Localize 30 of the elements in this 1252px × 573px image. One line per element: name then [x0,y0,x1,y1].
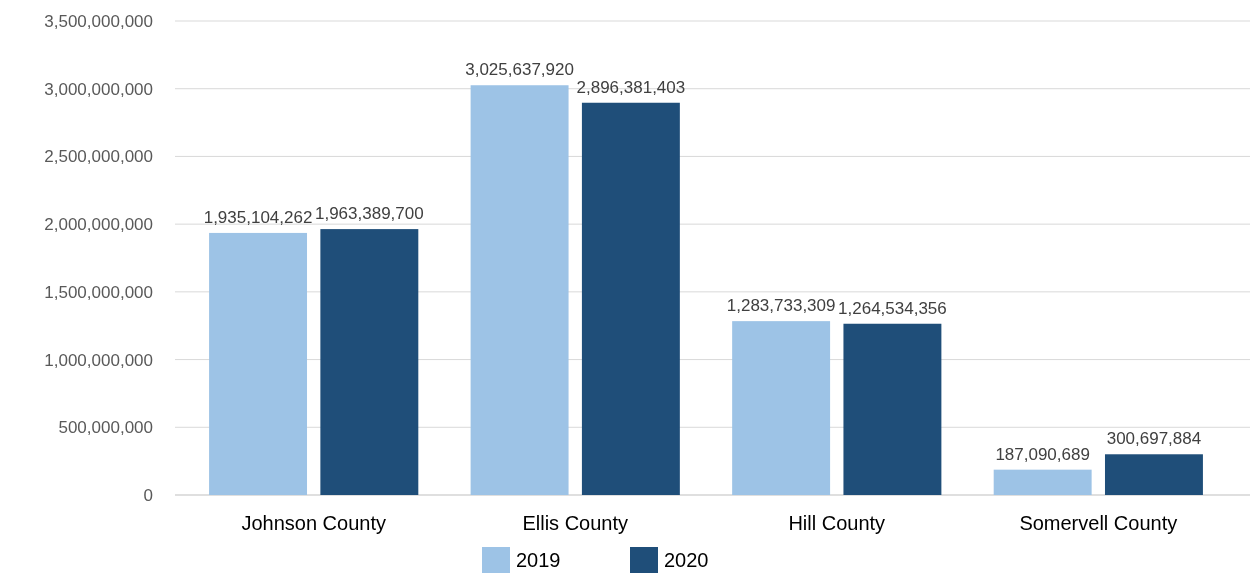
legend-label: 2020 [664,549,709,571]
legend-label: 2019 [516,549,561,571]
bar [470,85,569,495]
x-tick-label: Johnson County [241,512,386,534]
data-label: 1,283,733,309 [726,296,836,316]
y-tick-label: 1,500,000,000 [44,282,153,302]
bar [993,469,1092,495]
data-label: 1,264,534,356 [838,298,947,318]
data-label: 3,025,637,920 [465,60,574,80]
data-label: 2,896,381,403 [576,77,686,97]
data-label: 187,090,689 [995,444,1090,464]
y-tick-label: 1,000,000,000 [44,350,153,370]
y-tick-label: 0 [143,485,153,505]
y-tick-label: 500,000,000 [58,418,153,438]
bar [581,102,680,495]
x-tick-label: Ellis County [522,512,629,534]
bar [732,321,831,495]
bar [1104,454,1203,495]
bar [209,232,308,495]
x-tick-label: Hill County [788,512,886,534]
y-tick-label: 3,500,000,000 [44,11,153,31]
bar [843,323,942,495]
bar [320,229,419,495]
y-tick-label: 2,000,000,000 [44,215,153,235]
y-tick-label: 2,500,000,000 [44,147,153,167]
y-tick-label: 3,000,000,000 [44,79,153,99]
data-label: 300,697,884 [1106,429,1202,449]
x-tick-label: Somervell County [1019,512,1178,534]
data-label: 1,963,389,700 [314,204,424,224]
data-label: 1,935,104,262 [203,207,313,227]
